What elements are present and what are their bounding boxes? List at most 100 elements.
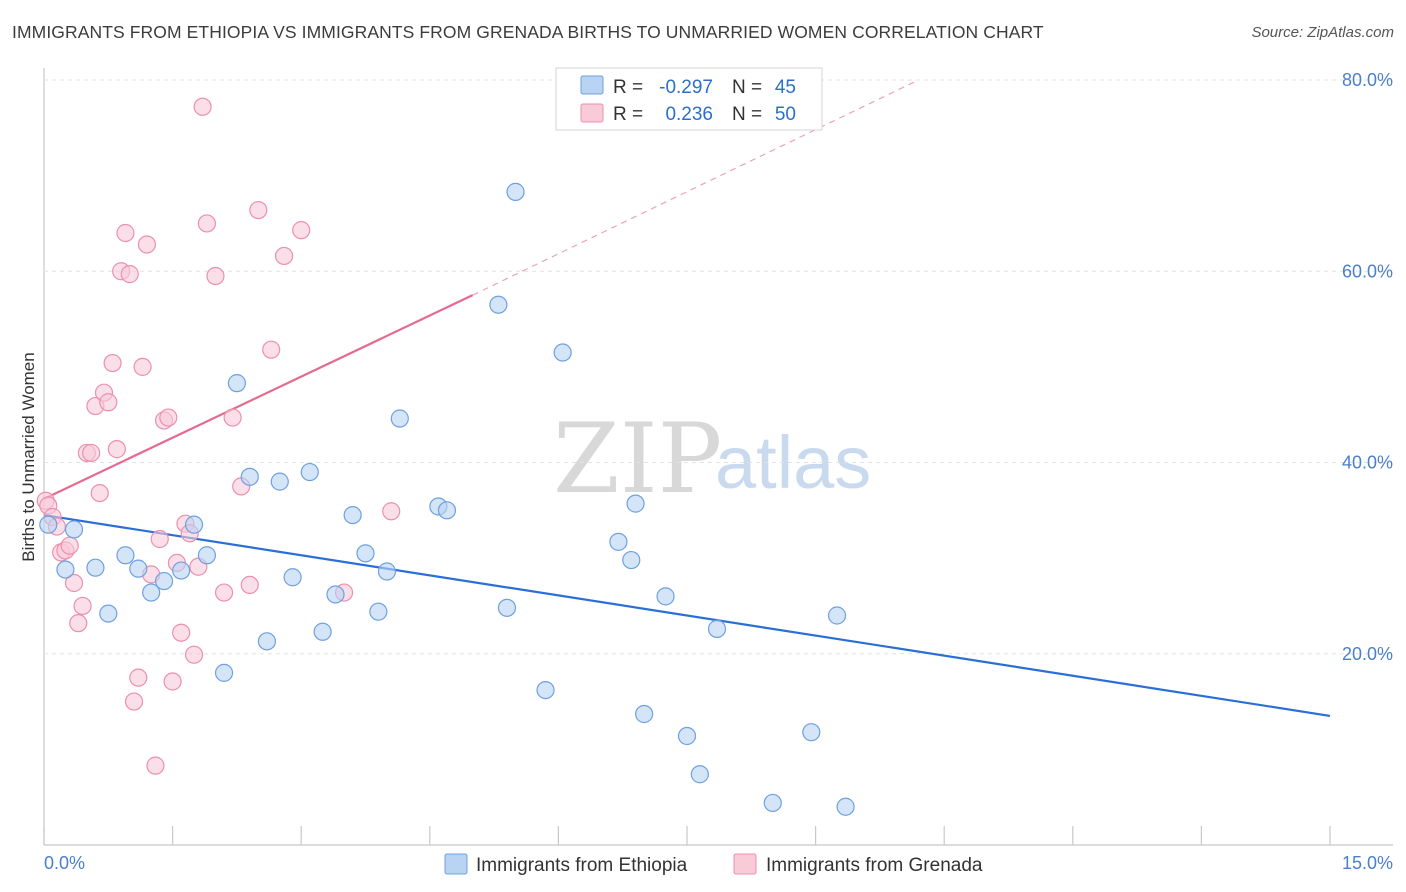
- point-ethiopia-16: [270, 472, 289, 491]
- trend-line-1: [43, 294, 474, 500]
- point-grenada-15: [99, 393, 118, 412]
- point-grenada-16: [103, 353, 122, 373]
- point-grenada-20: [120, 265, 139, 284]
- point-ethiopia-40: [707, 619, 727, 638]
- point-ethiopia-20: [326, 585, 345, 604]
- point-grenada-8: [69, 614, 88, 633]
- bottom-legend-label-grenada: Immigrants from Grenada: [766, 855, 983, 876]
- y-axis-tick-labels: 20.0% 40.0% 60.0% 80.0%: [1342, 70, 1393, 664]
- point-ethiopia-18: [300, 462, 319, 482]
- point-ethiopia-30: [506, 182, 525, 201]
- point-grenada-47: [292, 221, 311, 240]
- legend-r-value-ethiopia: -0.297: [659, 77, 713, 98]
- point-ethiopia-31: [536, 680, 555, 700]
- watermark: ZIP atlas: [553, 403, 871, 515]
- point-ethiopia-8: [154, 571, 174, 591]
- y-tick-label-20: 20.0%: [1342, 644, 1393, 664]
- point-ethiopia-13: [227, 374, 246, 393]
- y-tick-label-40: 40.0%: [1342, 453, 1393, 473]
- source-label: Source: ZipAtlas.com: [1251, 24, 1394, 41]
- point-grenada-23: [133, 357, 152, 376]
- bottom-legend-swatch-ethiopia: [444, 853, 468, 875]
- point-grenada-24: [137, 235, 156, 254]
- point-ethiopia-2: [64, 520, 84, 539]
- point-grenada-29: [159, 408, 178, 427]
- point-ethiopia-43: [827, 606, 847, 625]
- point-grenada-30: [163, 672, 182, 691]
- point-ethiopia-3: [86, 558, 105, 577]
- point-ethiopia-15: [257, 632, 277, 651]
- chart-title: IMMIGRANTS FROM ETHIOPIA VS IMMIGRANTS F…: [12, 22, 1044, 42]
- point-grenada-45: [262, 340, 281, 359]
- point-grenada-49: [382, 502, 401, 521]
- legend-stats: R = -0.297 N = 45 R = 0.236 N = 50: [555, 67, 823, 131]
- legend-swatch-ethiopia: [580, 75, 604, 95]
- legend-n-value-grenada: 50: [775, 104, 796, 125]
- point-grenada-41: [223, 408, 242, 427]
- point-ethiopia-27: [437, 501, 457, 520]
- y-axis-label: Births to Unmarried Women: [19, 352, 38, 561]
- x-axis-ticks: [43, 826, 1331, 845]
- point-ethiopia-37: [656, 587, 675, 606]
- point-grenada-38: [197, 214, 216, 233]
- point-ethiopia-32: [553, 343, 572, 362]
- point-ethiopia-21: [343, 505, 362, 525]
- bottom-legend-swatch-grenada: [733, 853, 757, 875]
- point-grenada-43: [240, 575, 259, 595]
- x-tick-label-max: 15.0%: [1342, 853, 1393, 873]
- point-ethiopia-1: [56, 560, 75, 579]
- legend-n-value-ethiopia: 45: [775, 77, 796, 98]
- point-ethiopia-0: [39, 515, 58, 534]
- point-grenada-19: [116, 223, 135, 243]
- legend-r-label-ethiopia: R =: [613, 77, 643, 98]
- legend-series: Immigrants from Ethiopia Immigrants from…: [444, 853, 983, 876]
- gridlines: [44, 79, 1393, 655]
- trend-line-0: [43, 514, 1331, 717]
- point-ethiopia-17: [283, 568, 302, 587]
- point-grenada-27: [150, 529, 169, 549]
- legend-swatch-grenada: [580, 103, 604, 123]
- point-grenada-21: [124, 692, 144, 711]
- point-grenada-9: [73, 596, 92, 616]
- point-grenada-6: [60, 536, 79, 555]
- x-tick-label-min: 0.0%: [44, 853, 85, 873]
- legend-r-label-grenada: R =: [613, 104, 643, 125]
- point-grenada-11: [82, 443, 101, 463]
- point-ethiopia-7: [142, 583, 161, 602]
- legend-n-label-grenada: N =: [732, 104, 762, 125]
- point-grenada-46: [274, 246, 294, 266]
- point-ethiopia-38: [677, 726, 697, 746]
- point-ethiopia-42: [802, 723, 821, 742]
- trend-line-extension-1: [472, 79, 919, 296]
- bottom-legend-label-ethiopia: Immigrants from Ethiopia: [476, 855, 688, 876]
- point-ethiopia-41: [763, 793, 782, 813]
- point-grenada-44: [249, 200, 268, 220]
- point-ethiopia-9: [172, 561, 191, 580]
- point-ethiopia-10: [184, 515, 204, 534]
- point-ethiopia-19: [313, 622, 332, 641]
- point-grenada-26: [146, 756, 165, 775]
- point-ethiopia-29: [497, 598, 517, 617]
- point-grenada-13: [90, 484, 109, 503]
- point-ethiopia-39: [690, 765, 709, 784]
- point-grenada-37: [193, 97, 212, 116]
- y-tick-label-60: 60.0%: [1342, 261, 1393, 281]
- point-ethiopia-23: [369, 602, 388, 621]
- point-grenada-35: [184, 645, 204, 664]
- point-ethiopia-22: [356, 544, 375, 563]
- point-ethiopia-25: [390, 409, 409, 428]
- point-ethiopia-24: [377, 562, 397, 581]
- point-ethiopia-5: [116, 546, 135, 565]
- point-ethiopia-12: [214, 663, 234, 682]
- point-ethiopia-28: [489, 295, 508, 314]
- point-ethiopia-36: [635, 704, 654, 724]
- point-grenada-17: [107, 440, 126, 459]
- point-grenada-32: [172, 623, 191, 642]
- point-ethiopia-34: [622, 550, 641, 570]
- point-ethiopia-35: [626, 494, 645, 513]
- data-points: [36, 97, 855, 816]
- trend-lines: [43, 79, 1331, 717]
- point-ethiopia-33: [609, 532, 628, 551]
- legend-n-label-ethiopia: N =: [732, 77, 762, 98]
